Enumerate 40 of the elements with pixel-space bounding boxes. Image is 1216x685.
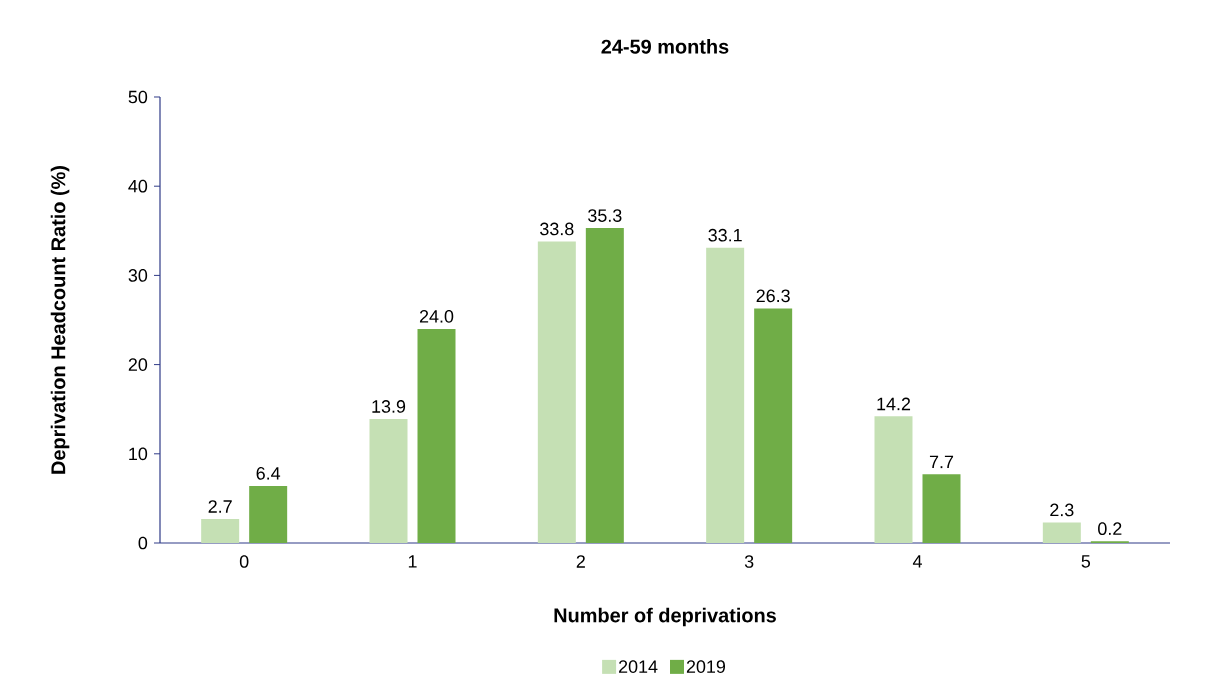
data-label: 33.1 (708, 228, 742, 242)
x-tick-label: 5 (1081, 555, 1091, 568)
data-label: 33.8 (540, 222, 574, 236)
bar (874, 416, 913, 543)
data-label: 0.2 (1098, 522, 1122, 536)
data-label: 35.3 (588, 209, 622, 222)
bar (585, 228, 624, 543)
y-tick-label: 10 (129, 447, 148, 461)
y-tick-label: 0 (138, 536, 148, 550)
x-tick-label: 3 (744, 555, 754, 568)
x-tick-label: 2 (576, 555, 585, 568)
legend-label: 2019 (686, 660, 726, 673)
y-axis-title: Deprivation Headcount Ratio (%) (50, 166, 70, 474)
data-label: 2.7 (208, 500, 232, 513)
bar (922, 474, 961, 543)
chart-title: 24-59 months (601, 39, 729, 54)
data-label: 6.4 (256, 467, 281, 480)
bar (706, 247, 745, 543)
x-axis-title: Number of deprivations (554, 607, 776, 627)
x-tick-label: 4 (912, 555, 922, 568)
data-label: 7.7 (929, 455, 954, 469)
y-tick-label: 50 (128, 90, 148, 104)
y-tick-label: 30 (128, 269, 148, 282)
bar (249, 485, 288, 543)
data-label: 2.3 (1050, 503, 1074, 517)
y-tick-label: 20 (128, 358, 148, 371)
y-tick-label: 40 (128, 179, 148, 193)
bar (1042, 522, 1081, 543)
data-label: 26.3 (756, 289, 790, 303)
bar (369, 419, 408, 543)
bar (754, 308, 793, 543)
data-label: 14.2 (877, 397, 911, 411)
x-tick-label: 1 (408, 555, 417, 568)
data-label: 13.9 (372, 400, 406, 413)
x-tick-label: 0 (239, 555, 249, 568)
legend-label: 2014 (619, 660, 658, 673)
data-label: 24.0 (419, 310, 454, 323)
bar (537, 241, 576, 543)
bar (417, 328, 456, 543)
bar (201, 518, 240, 543)
